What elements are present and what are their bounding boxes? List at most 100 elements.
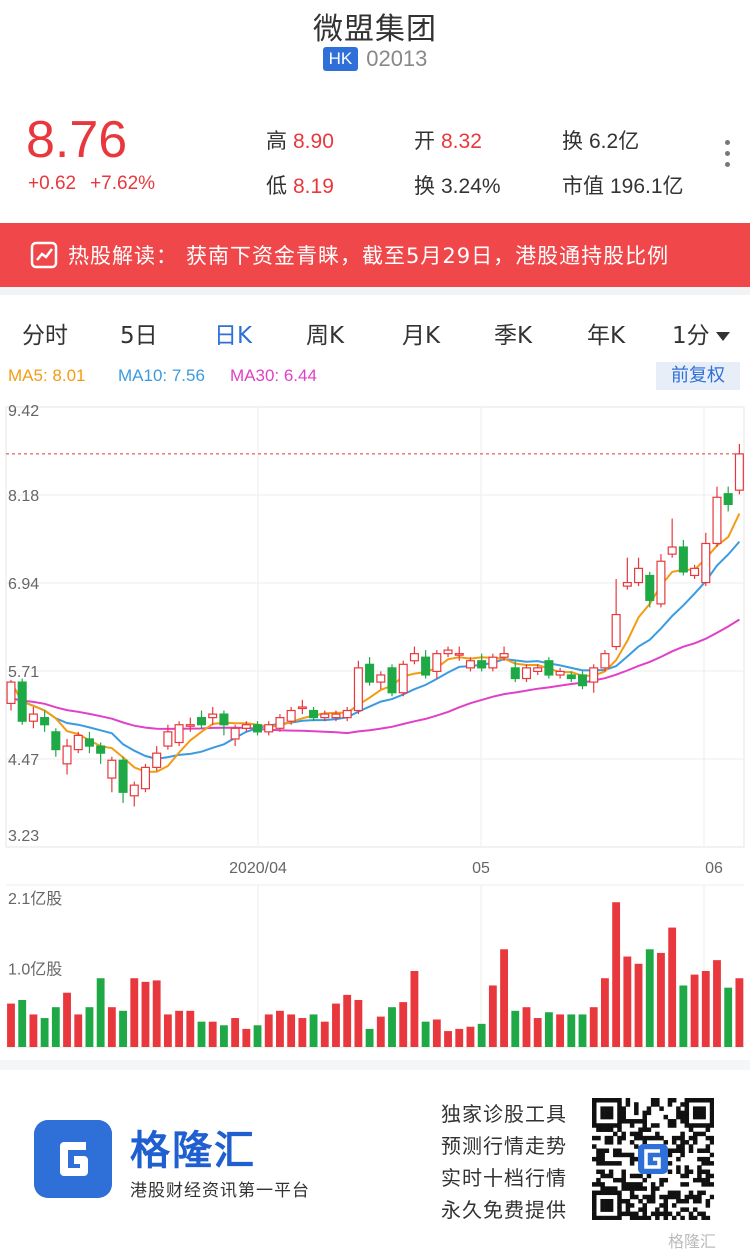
qr-module <box>600 1203 605 1208</box>
tab-monthly-k[interactable]: 月K <box>402 323 441 349</box>
qr-module <box>646 1215 652 1220</box>
qr-module <box>600 1156 605 1162</box>
qr-module <box>701 1114 706 1120</box>
candle-body <box>331 713 341 719</box>
qr-module <box>650 1190 656 1196</box>
qr-module <box>629 1173 635 1179</box>
qr-module <box>608 1190 614 1196</box>
qr-module <box>608 1215 614 1220</box>
qr-module <box>650 1182 656 1187</box>
qr-module <box>705 1177 711 1183</box>
volume-bar <box>444 1031 452 1047</box>
qr-module <box>655 1098 660 1103</box>
qr-module <box>697 1194 702 1200</box>
qr-module <box>596 1152 601 1158</box>
qr-module <box>592 1114 597 1120</box>
tab-yearly-k[interactable]: 年K <box>587 323 626 349</box>
qr-module <box>709 1152 714 1158</box>
qr-module <box>596 1169 601 1175</box>
qr-module <box>667 1123 673 1128</box>
tab-minute-dropdown[interactable]: 1分 <box>672 316 730 350</box>
volume-bar <box>119 1010 127 1047</box>
candle-body <box>712 496 722 545</box>
qr-module <box>596 1135 601 1141</box>
qr-module <box>697 1156 702 1162</box>
more-menu-icon[interactable] <box>722 140 732 174</box>
candle-body <box>409 653 419 662</box>
tab-minute-label: 1分 <box>672 323 710 349</box>
qr-module <box>600 1106 605 1111</box>
qr-module <box>596 1156 601 1162</box>
qr-code-icon[interactable] <box>592 1098 714 1220</box>
tab-quarterly-k[interactable]: 季K <box>494 323 533 349</box>
qr-module <box>663 1198 669 1204</box>
volume-bar <box>544 1012 553 1047</box>
qr-module <box>634 1186 639 1191</box>
qr-module <box>684 1198 690 1204</box>
qr-module <box>650 1198 656 1204</box>
qr-module <box>604 1207 610 1212</box>
qr-module <box>688 1215 694 1220</box>
qr-module <box>621 1198 626 1204</box>
qr-module <box>697 1110 702 1116</box>
qr-module <box>697 1114 702 1120</box>
candle-body <box>701 542 711 584</box>
qr-module <box>705 1148 711 1153</box>
price-adjust-button[interactable]: 前复权 <box>656 362 740 390</box>
volume-bar <box>455 1028 464 1047</box>
y-tick-label: 4.47 <box>8 752 39 769</box>
candle-body <box>219 713 229 726</box>
promo-line: 实时十档行情 <box>441 1166 567 1190</box>
tab-intraday[interactable]: 分时 <box>22 323 68 349</box>
qr-module <box>705 1098 711 1103</box>
volume-bar <box>399 1002 408 1047</box>
volume-bar <box>645 949 654 1047</box>
qr-module <box>650 1135 656 1141</box>
qr-module <box>638 1119 643 1124</box>
hot-stock-banner[interactable]: 热股解读： 获南下资金青睐，截至5月29日，港股通持股比例 <box>0 223 750 287</box>
qr-module <box>600 1198 605 1204</box>
stat-value: 8.19 <box>293 175 334 198</box>
qr-module <box>676 1110 681 1116</box>
qr-module <box>676 1148 681 1153</box>
qr-module <box>617 1135 622 1141</box>
candle-body <box>510 667 520 680</box>
qr-module <box>596 1190 601 1196</box>
qr-module <box>688 1098 694 1103</box>
qr-module <box>625 1211 631 1217</box>
volume-bar <box>219 1025 228 1047</box>
qr-module <box>692 1140 698 1145</box>
qr-module <box>688 1144 694 1149</box>
kline-chart[interactable]: 9.42 8.18 6.94 5.71 4.47 3.23 2020/04 05 06 2.1亿股… <box>0 395 750 1060</box>
tab-5day[interactable]: 5日 <box>120 323 158 349</box>
qr-module <box>705 1169 711 1175</box>
qr-module <box>701 1182 706 1187</box>
qr-module <box>663 1177 669 1183</box>
moving-average-legend: MA5: 8.01 MA10: 7.56 MA30: 6.44 前复权 <box>0 362 750 390</box>
qr-module <box>617 1119 622 1124</box>
y-tick-label: 3.23 <box>8 828 39 845</box>
qr-module <box>608 1198 614 1204</box>
qr-module <box>596 1148 601 1153</box>
qr-module <box>655 1186 660 1191</box>
candle-body <box>342 709 352 719</box>
change-value: +0.62 <box>28 173 77 194</box>
qr-module <box>659 1211 664 1217</box>
qr-module <box>642 1194 647 1200</box>
tab-weekly-k[interactable]: 周K <box>306 323 345 349</box>
qr-module <box>634 1156 639 1162</box>
qr-module <box>604 1135 610 1141</box>
qr-module <box>592 1182 597 1187</box>
stat-value: 8.90 <box>293 130 334 153</box>
qr-module <box>671 1203 677 1208</box>
candle-body <box>275 717 285 729</box>
volume-bar <box>320 1021 329 1047</box>
qr-module <box>600 1152 605 1158</box>
qr-module <box>701 1131 706 1137</box>
brand-name: 格隆汇 <box>130 1128 256 1174</box>
qr-module <box>604 1198 610 1204</box>
qr-module <box>629 1190 635 1196</box>
tab-daily-k[interactable]: 日K <box>214 323 253 349</box>
qr-module <box>596 1182 601 1187</box>
candle-body <box>634 567 644 584</box>
